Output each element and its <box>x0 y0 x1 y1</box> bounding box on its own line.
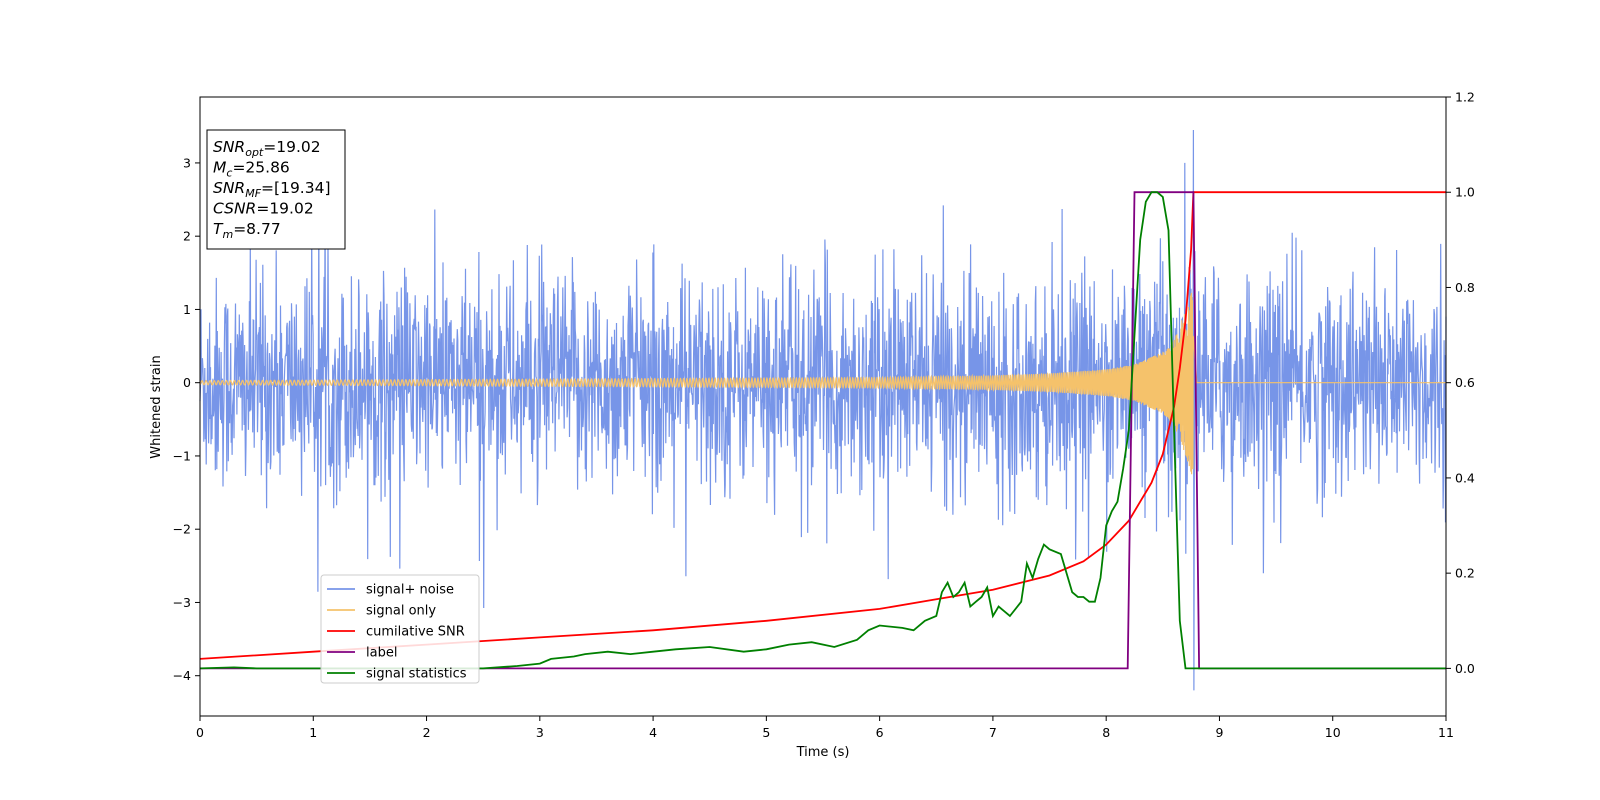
x-tick-label-4: 4 <box>649 725 657 740</box>
x-axis-label: Time (s) <box>796 745 850 760</box>
y2-tick-label-1: 1.0 <box>1455 185 1475 200</box>
y-tick-label-2: 1 <box>183 302 191 317</box>
legend-label-0: signal+ noise <box>366 583 454 598</box>
x-tick-label-0: 0 <box>196 725 204 740</box>
series-cumulative-snr <box>199 191 1446 660</box>
y-tick-label-5: −2 <box>173 522 191 537</box>
y-tick-label-3: 0 <box>183 375 191 390</box>
legend: signal+ noise signal only cumilative SNR la… <box>320 574 480 684</box>
annotation-line-1: Mc=25.86 <box>213 159 290 180</box>
y2-tick-label-2: 0.8 <box>1455 280 1475 295</box>
annotation-line-2: SNRMF=[19.34] <box>213 179 331 200</box>
x-tick-label-11: 11 <box>1438 725 1454 740</box>
annotation-line-0: SNRopt=19.02 <box>213 138 321 159</box>
y2-tick-label-6: 0.0 <box>1455 661 1475 676</box>
y2-tick-label-4: 0.4 <box>1455 470 1475 485</box>
x-tick-label-10: 10 <box>1325 725 1341 740</box>
x-tick-label-6: 6 <box>876 725 884 740</box>
annotation-line-4: Tm=8.77 <box>213 220 281 241</box>
legend-label-2: cumilative SNR <box>366 625 465 640</box>
y-axis-label: Whitened strain <box>149 355 164 458</box>
legend-label-4: signal statistics <box>366 667 467 682</box>
y-tick-label-1: 2 <box>183 229 191 244</box>
y-tick-label-0: 3 <box>183 155 191 170</box>
annotation-box: SNRopt=19.02Mc=25.86SNRMF=[19.34]CSNR=19… <box>206 129 346 250</box>
y-tick-label-4: −1 <box>173 448 191 463</box>
annotation-frame <box>206 129 346 250</box>
legend-label-1: signal only <box>366 604 436 619</box>
x-axis: 0 1 2 3 4 5 6 7 8 9 10 11 <box>196 716 1454 740</box>
right-axis-series <box>199 191 1446 670</box>
signal-noise-series <box>199 129 1447 691</box>
y2-tick-label-0: 1.2 <box>1455 90 1475 105</box>
annotation-line-3: CSNR=19.02 <box>213 200 314 218</box>
y2-tick-label-3: 0.6 <box>1455 375 1475 390</box>
legend-label-3: label <box>366 646 397 661</box>
x-tick-label-3: 3 <box>536 725 544 740</box>
signal-only-series <box>199 292 1446 475</box>
plot-frame <box>199 96 1447 717</box>
y2-tick-label-5: 0.2 <box>1455 566 1475 581</box>
series-signal-statistics <box>199 191 1446 670</box>
legend-frame <box>320 574 480 684</box>
x-tick-label-1: 1 <box>309 725 317 740</box>
x-tick-label-9: 9 <box>1215 725 1223 740</box>
series-signal-noise <box>199 129 1447 691</box>
x-tick-label-8: 8 <box>1102 725 1110 740</box>
x-tick-label-5: 5 <box>762 725 770 740</box>
y-axis-right: 1.2 1.0 0.8 0.6 0.4 0.2 0.0 <box>1446 90 1475 676</box>
y-axis-left: 3 2 1 0 −1 −2 −3 −4 <box>173 155 200 683</box>
x-tick-label-2: 2 <box>423 725 431 740</box>
y-tick-label-6: −3 <box>173 595 191 610</box>
series-signal-only <box>199 292 1446 475</box>
x-tick-label-7: 7 <box>989 725 997 740</box>
y-tick-label-7: −4 <box>173 668 191 683</box>
